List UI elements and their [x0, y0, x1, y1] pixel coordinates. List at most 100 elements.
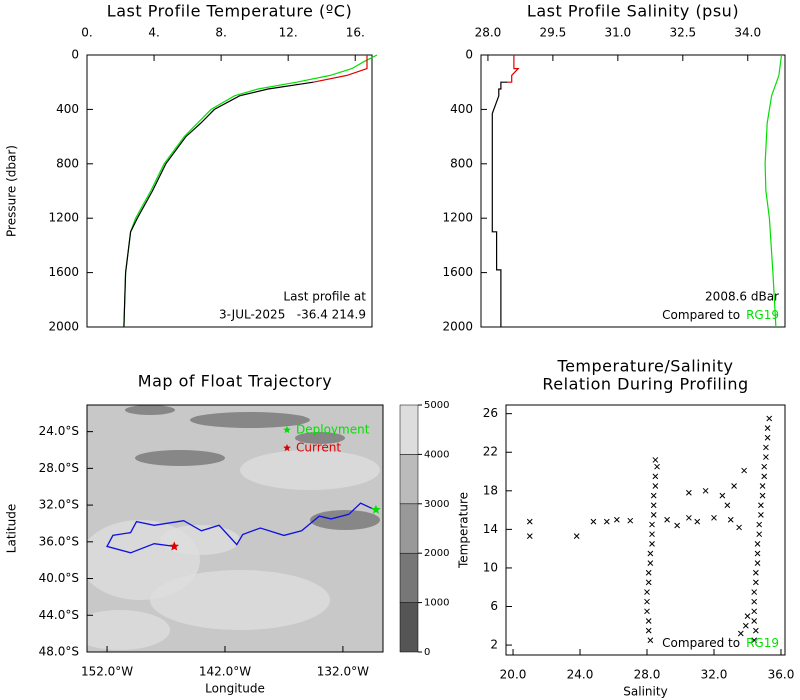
annotation: 3-JUL-2025 -36.4 214.9: [219, 308, 366, 322]
data-point: [647, 550, 654, 557]
y-tick-label: 10: [483, 560, 498, 574]
y-tick-label: 1600: [48, 265, 79, 279]
data-point: [603, 518, 610, 525]
x-tick-label: 4.: [148, 26, 159, 40]
ridge-region: [310, 510, 380, 530]
y-tick-label: 0: [71, 48, 79, 62]
colorbar-band: [399, 454, 419, 505]
colorbar-label: 2000: [424, 548, 449, 559]
y-tick-label: 1200: [442, 211, 473, 225]
data-point: [751, 598, 758, 605]
plot-frame: [505, 404, 786, 656]
y-tick-label: 48.0°S: [39, 645, 79, 659]
data-point: [686, 514, 692, 521]
colorbar-band: [399, 552, 419, 603]
x-tick-label: 28.0: [634, 668, 661, 682]
data-point: [764, 434, 771, 441]
shallow-region: [160, 525, 240, 555]
data-point: [649, 531, 655, 538]
y-tick-label: 1600: [442, 265, 473, 279]
compare-name: RG19: [746, 636, 779, 650]
data-point: [644, 608, 650, 615]
legend-label: Deployment: [296, 423, 370, 437]
data-point: [645, 579, 652, 586]
data-point: [654, 463, 660, 470]
x-tick-label: 8.: [215, 26, 226, 40]
x-tick-label: 0.: [81, 26, 92, 40]
y-tick-label: 400: [56, 102, 79, 116]
profile-line: [123, 81, 314, 328]
x-axis-label: Longitude: [205, 682, 265, 696]
data-point: [614, 516, 620, 523]
data-point: [590, 518, 597, 525]
legend-marker: [283, 444, 291, 452]
y-tick-label: 800: [450, 156, 473, 170]
shallow-region: [150, 570, 330, 630]
profile-line: [313, 55, 368, 83]
data-point: [754, 560, 761, 566]
data-point: [754, 550, 761, 557]
data-point: [744, 613, 751, 619]
data-point: [645, 627, 652, 634]
data-point: [751, 589, 758, 595]
x-tick-label: 24.0: [567, 668, 594, 682]
ridge-region: [190, 412, 310, 428]
data-point: [645, 618, 652, 624]
data-point: [764, 425, 771, 431]
map-background: [87, 405, 383, 652]
colorbar-band: [399, 503, 419, 554]
data-point: [719, 492, 726, 499]
profile-line: [123, 54, 378, 328]
data-point: [736, 524, 742, 531]
data-point: [763, 454, 769, 460]
chart-title: Last Profile Temperature (ºC): [107, 2, 352, 21]
x-tick-label: 32.5: [669, 26, 696, 40]
data-point: [766, 415, 773, 422]
colorbar-band: [399, 602, 419, 653]
data-point: [724, 502, 731, 509]
plot-frame: [86, 404, 384, 653]
data-point: [686, 489, 692, 496]
data-point: [526, 533, 533, 539]
data-point: [753, 579, 759, 586]
y-tick-label: 2: [490, 638, 498, 652]
y-tick-label: 44.0°S: [39, 608, 79, 622]
compare-text: Compared to: [662, 636, 740, 650]
y-tick-label: 24.0°S: [39, 424, 79, 438]
data-point: [759, 483, 766, 489]
profile-line: [507, 55, 520, 83]
x-tick-label: 12.: [279, 26, 298, 40]
data-point: [674, 522, 681, 529]
shallow-region: [87, 610, 170, 650]
compare-note: Compared to RG19: [662, 636, 779, 650]
chart-title: Temperature/Salinity: [557, 357, 734, 376]
data-point: [644, 598, 650, 605]
y-axis-label: Latitude: [5, 504, 19, 553]
float-marker: [169, 541, 179, 551]
colorbar-label: 3000: [424, 499, 449, 510]
annotation: Last profile at: [283, 290, 366, 304]
chart-title: Relation During Profiling: [542, 375, 748, 394]
compare-name: RG19: [746, 308, 779, 322]
colorbar-label: 5000: [424, 400, 449, 411]
colorbar-label: 1000: [424, 598, 449, 609]
profile-line: [491, 81, 508, 327]
y-tick-label: 26: [483, 406, 498, 420]
annotation: 2008.6 dBar: [705, 290, 779, 304]
y-axis-label: Pressure (dbar): [5, 145, 19, 237]
x-axis-label: Salinity: [623, 685, 667, 699]
data-point: [754, 540, 761, 547]
data-point: [756, 521, 763, 528]
x-tick-label: 34.0: [734, 26, 761, 40]
data-point: [763, 444, 769, 451]
x-tick-label: 132.0°W: [317, 665, 369, 679]
data-point: [647, 560, 654, 566]
data-point: [526, 518, 533, 525]
x-tick-label: 28.0: [475, 26, 502, 40]
data-point: [751, 608, 758, 615]
plot-frame: [480, 54, 786, 328]
colorbar-label: 4000: [424, 449, 449, 460]
data-point: [627, 517, 634, 524]
data-point: [741, 467, 747, 474]
